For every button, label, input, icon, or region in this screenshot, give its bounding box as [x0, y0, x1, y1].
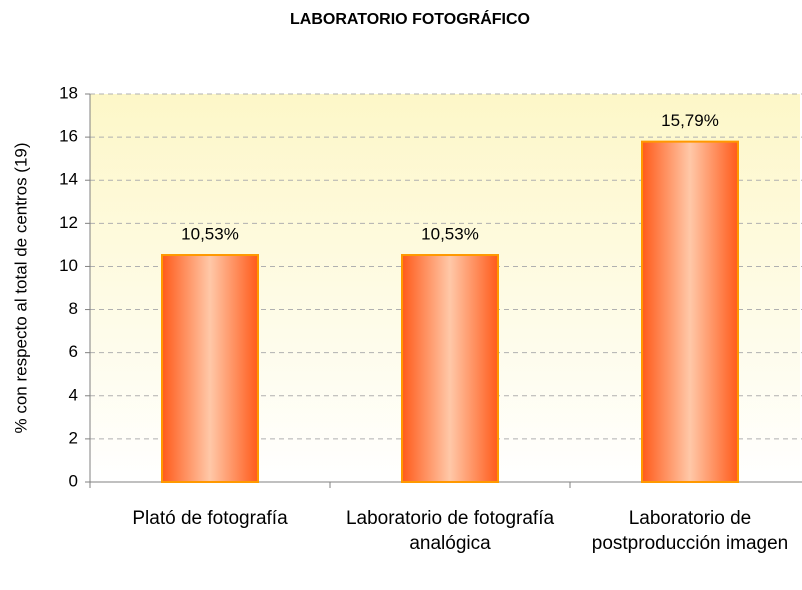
y-tick-label: 10 — [59, 256, 78, 275]
y-tick-label: 6 — [69, 342, 78, 361]
bar — [641, 140, 739, 483]
y-tick-label: 2 — [69, 428, 78, 447]
y-tick-label: 8 — [69, 299, 78, 318]
data-label: 15,79% — [661, 111, 719, 130]
data-label: 10,53% — [181, 225, 239, 244]
chart-title: LABORATORIO FOTOGRÁFICO — [290, 9, 530, 28]
y-tick-label: 0 — [69, 471, 78, 490]
x-tick-label: Laboratorio de fotografía analógica — [345, 508, 555, 554]
data-label: 10,53% — [421, 225, 479, 244]
y-axis-label: % con respecto al total de centros (19) — [11, 142, 30, 433]
y-tick-label: 16 — [59, 127, 78, 146]
bar — [401, 254, 499, 483]
y-tick-label: 18 — [59, 83, 78, 102]
y-tick-label: 12 — [59, 213, 78, 232]
x-tick-label: Laboratorio de postproducción imagen — [591, 508, 789, 554]
y-tick-label: 4 — [69, 385, 78, 404]
bar — [161, 254, 259, 483]
y-tick-label: 14 — [59, 170, 78, 189]
x-tick-label: Plató de fotografía — [132, 508, 288, 529]
